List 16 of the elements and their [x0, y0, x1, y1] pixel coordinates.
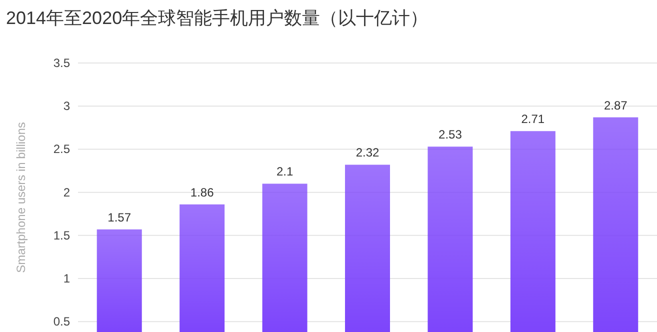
y-tick-label: 1: [63, 272, 70, 286]
data-label: 2.32: [356, 146, 380, 160]
y-tick-label: 2.5: [53, 142, 70, 156]
data-label: 1.86: [190, 185, 214, 200]
data-label: 2.53: [438, 128, 462, 142]
y-tick-label: 3: [63, 99, 70, 114]
chart-title: 2014年至2020年全球智能手机用户数量（以十亿计）: [6, 8, 428, 28]
data-label: 1.57: [108, 210, 132, 224]
data-label: 2.87: [604, 98, 628, 112]
data-label: 2.1: [276, 164, 294, 179]
data-label: 2.71: [521, 112, 545, 126]
y-tick-label: 1.5: [53, 228, 70, 242]
y-axis-title: Smartphone users in billions: [14, 122, 28, 273]
y-tick-label: 0.5: [53, 314, 70, 329]
y-tick-label: 2: [63, 185, 70, 200]
y-tick-label: 3.5: [53, 56, 70, 70]
